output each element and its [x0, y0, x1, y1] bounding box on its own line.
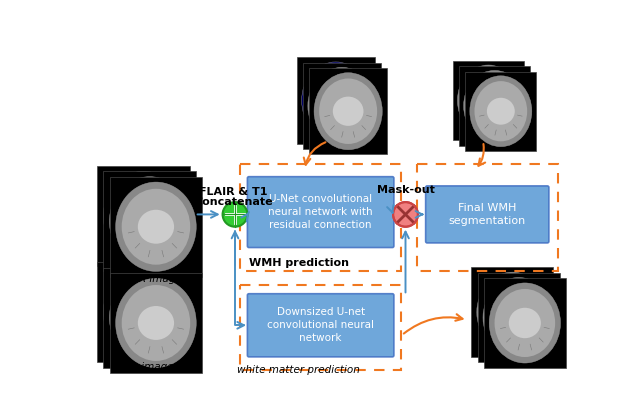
Ellipse shape — [474, 81, 527, 142]
Bar — [465, 71, 536, 151]
FancyBboxPatch shape — [248, 177, 394, 247]
Ellipse shape — [321, 86, 351, 115]
Ellipse shape — [109, 178, 178, 254]
Ellipse shape — [474, 87, 502, 114]
Text: WMH prediction: WMH prediction — [248, 258, 349, 268]
Ellipse shape — [482, 278, 543, 346]
Ellipse shape — [122, 285, 190, 361]
Ellipse shape — [487, 98, 515, 125]
Bar — [109, 177, 202, 277]
Ellipse shape — [103, 171, 184, 260]
Bar — [97, 166, 190, 266]
Ellipse shape — [314, 73, 382, 150]
Bar — [104, 171, 196, 271]
Bar — [97, 262, 190, 362]
Ellipse shape — [468, 76, 521, 136]
Ellipse shape — [132, 301, 168, 335]
Ellipse shape — [339, 87, 347, 106]
Bar — [309, 68, 387, 154]
Ellipse shape — [326, 81, 346, 120]
Bar — [241, 164, 401, 270]
Ellipse shape — [509, 308, 541, 338]
Bar — [241, 285, 401, 370]
Bar — [104, 268, 196, 368]
Ellipse shape — [116, 278, 196, 368]
Ellipse shape — [488, 284, 549, 352]
Bar — [477, 273, 559, 362]
Text: Final WMH
segmentation: Final WMH segmentation — [449, 203, 526, 226]
Ellipse shape — [333, 97, 364, 126]
Text: white matter prediction: white matter prediction — [237, 365, 360, 375]
Ellipse shape — [495, 289, 555, 357]
FancyBboxPatch shape — [248, 294, 394, 357]
Ellipse shape — [462, 70, 515, 131]
Ellipse shape — [463, 71, 525, 141]
Ellipse shape — [481, 92, 509, 119]
Text: FLAIR image: FLAIR image — [117, 274, 182, 284]
Ellipse shape — [458, 65, 520, 136]
Text: Downsized U-net
convolutional neural
network: Downsized U-net convolutional neural net… — [267, 307, 374, 343]
Ellipse shape — [109, 273, 190, 362]
Text: FLAIR & T1: FLAIR & T1 — [199, 187, 268, 197]
Ellipse shape — [313, 73, 371, 139]
Ellipse shape — [479, 77, 495, 116]
Text: Concatenate: Concatenate — [194, 197, 273, 207]
Ellipse shape — [109, 274, 178, 350]
Bar — [296, 57, 375, 144]
Ellipse shape — [115, 184, 184, 259]
Bar — [303, 63, 381, 149]
Text: T1 image: T1 image — [125, 362, 174, 372]
Ellipse shape — [490, 90, 499, 111]
Ellipse shape — [115, 280, 184, 356]
Bar — [417, 164, 558, 270]
Ellipse shape — [138, 210, 174, 244]
Ellipse shape — [125, 295, 162, 329]
Ellipse shape — [125, 199, 162, 233]
Ellipse shape — [301, 62, 370, 139]
Ellipse shape — [319, 79, 377, 144]
Ellipse shape — [326, 91, 357, 121]
Bar — [459, 66, 531, 145]
Bar — [484, 278, 566, 368]
Ellipse shape — [502, 302, 534, 333]
Ellipse shape — [497, 297, 529, 328]
Ellipse shape — [138, 306, 174, 340]
FancyBboxPatch shape — [426, 186, 549, 243]
Bar — [109, 273, 202, 373]
Text: U-Net convolutional
neural network with
residual connection: U-Net convolutional neural network with … — [268, 194, 373, 230]
Ellipse shape — [483, 281, 541, 344]
Circle shape — [223, 202, 248, 227]
Text: Mask-out: Mask-out — [376, 185, 435, 195]
Ellipse shape — [109, 177, 190, 266]
Ellipse shape — [307, 68, 365, 133]
Ellipse shape — [483, 278, 554, 358]
Ellipse shape — [477, 272, 548, 352]
Ellipse shape — [122, 189, 190, 265]
Ellipse shape — [132, 205, 168, 238]
Bar — [452, 61, 524, 140]
Bar — [472, 268, 554, 357]
Circle shape — [393, 202, 418, 227]
Ellipse shape — [489, 283, 561, 363]
Ellipse shape — [116, 182, 196, 271]
Ellipse shape — [308, 67, 376, 144]
Ellipse shape — [103, 268, 184, 357]
Ellipse shape — [470, 76, 532, 147]
